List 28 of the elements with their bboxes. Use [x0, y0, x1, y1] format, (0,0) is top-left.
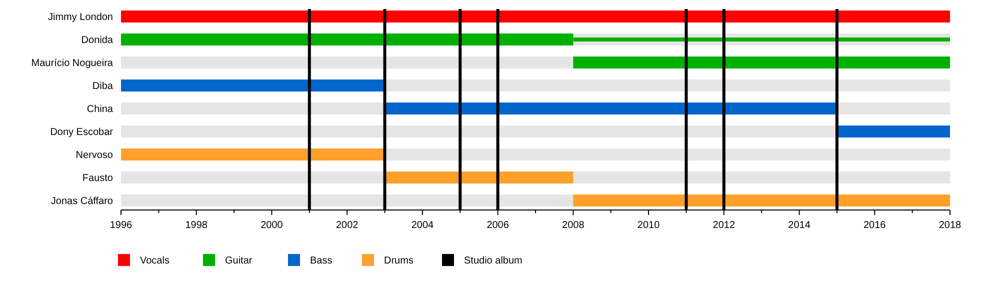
legend-label: Drums: [384, 256, 414, 266]
legend-label: Bass: [310, 256, 332, 266]
y-tick-label: Maurício Nogueira: [31, 58, 114, 69]
y-tick-label: Diba: [92, 81, 114, 92]
legend-label: Studio album: [464, 256, 522, 266]
y-tick-label: Dony Escobar: [50, 127, 114, 138]
x-tick-label: 2002: [336, 220, 359, 231]
y-tick-label: Nervoso: [76, 150, 114, 161]
x-tick-label: 2014: [788, 220, 811, 231]
bar: [384, 172, 574, 184]
x-tick-label: 2012: [712, 220, 736, 231]
x-tick-label: 2000: [260, 220, 284, 231]
x-tick-label: 1996: [110, 220, 133, 231]
legend-label: Guitar: [225, 256, 253, 266]
legend-label: Vocals: [140, 256, 170, 266]
y-tick-label: Jimmy London: [48, 12, 113, 23]
x-tick-label: 2018: [938, 220, 962, 231]
x-tick-label: 2004: [411, 220, 434, 231]
y-tick-label: Jonas Cáffaro: [50, 196, 114, 207]
y-tick-label: Fausto: [82, 173, 114, 184]
x-tick-label: 2016: [864, 220, 886, 231]
x-tick-label: 1998: [185, 220, 208, 231]
x-tick-label: 2010: [637, 220, 660, 231]
x-tick-label: 2006: [486, 220, 510, 231]
x-tick-label: 2008: [562, 220, 585, 231]
bar: [836, 126, 950, 138]
y-tick-label: China: [86, 104, 114, 115]
y-tick-label: Donida: [81, 35, 114, 46]
